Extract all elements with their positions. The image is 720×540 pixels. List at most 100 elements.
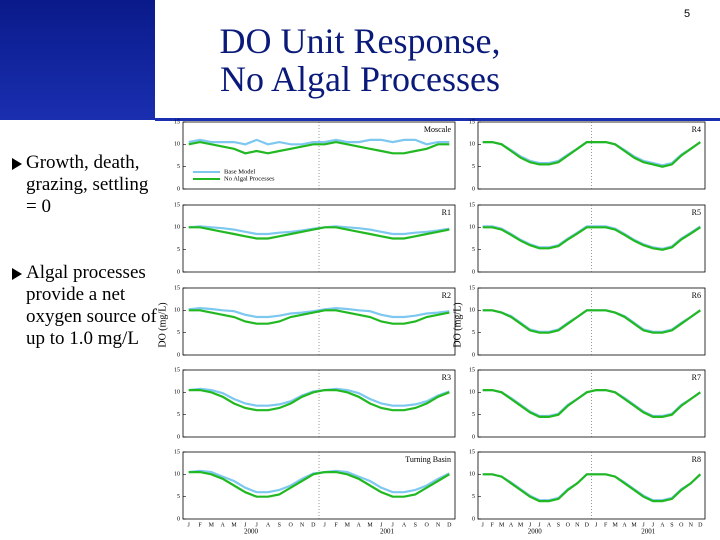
y-tick-label: 10 [174,225,180,231]
series-line [482,309,701,334]
year-label: 2000 [244,528,259,536]
month-label: J [482,522,485,528]
month-label: M [518,522,524,528]
y-axis-label: DO (mg/L) [452,302,463,347]
year-label: 2000 [528,528,543,536]
y-tick-label: 15 [469,367,475,373]
bullet: Algal processes provide a net oxygen sou… [10,262,161,350]
month-label: M [231,522,237,528]
month-label: A [266,522,271,528]
y-tick-label: 10 [469,390,475,396]
panel-title: R1 [442,208,451,217]
month-label: M [209,522,215,528]
month-label: J [380,522,383,528]
month-label: J [595,522,598,528]
year-label: 2001 [641,528,656,536]
y-tick-label: 5 [472,412,475,418]
y-tick-label: 10 [174,308,180,314]
panel-title: R2 [442,291,451,300]
y-tick-label: 5 [177,330,180,336]
month-label: J [538,522,541,528]
y-tick-label: 15 [174,119,180,125]
month-label: M [499,522,505,528]
y-tick-label: 5 [177,494,180,500]
legend-label: No Algal Processes [224,175,275,182]
y-tick-label: 5 [472,247,475,253]
y-tick-label: 5 [472,330,475,336]
month-label: F [334,522,338,528]
month-label: O [679,522,684,528]
series-line [188,138,450,146]
y-tick-label: 5 [177,412,180,418]
month-label: O [288,522,293,528]
month-label: J [187,522,190,528]
month-label: J [652,522,655,528]
month-label: J [642,522,645,528]
month-label: D [447,522,452,528]
series-line [188,389,450,412]
y-tick-label: 15 [174,367,180,373]
series-line [482,389,701,418]
y-tick-label: 10 [469,225,475,231]
y-tick-label: 10 [174,472,180,478]
y-tick-label: 0 [177,434,180,440]
series-line [188,306,450,319]
month-label: S [557,522,560,528]
y-tick-label: 5 [472,164,475,170]
series-line [482,473,702,503]
y-tick-label: 0 [472,352,475,358]
month-label: D [698,522,703,528]
month-label: N [436,522,441,528]
y-tick-label: 10 [174,390,180,396]
panel-title: R7 [692,373,701,382]
month-label: A [547,522,552,528]
month-label: J [323,522,326,528]
series-line [482,141,701,168]
panel-title: Turning Basin [405,455,451,464]
month-label: D [585,522,590,528]
slide-number: 5 [684,8,691,20]
month-label: D [311,522,316,528]
series-line [188,471,450,498]
y-tick-label: 10 [469,142,475,148]
y-tick-label: 15 [469,285,475,291]
header-band [0,0,155,120]
y-tick-label: 15 [174,202,180,208]
title-line: No Algal Processes [220,59,500,99]
y-tick-label: 5 [177,247,180,253]
y-axis-label: DO (mg/L) [157,302,168,347]
series-line [482,226,701,251]
series-line [188,309,450,325]
panel-title: Moscale [424,125,452,134]
series-line [188,140,450,155]
month-label: M [367,522,373,528]
month-label: A [402,522,407,528]
y-tick-label: 15 [469,119,475,125]
y-tick-label: 15 [174,449,180,455]
month-label: J [529,522,532,528]
y-tick-label: 10 [469,472,475,478]
y-tick-label: 0 [177,186,180,192]
panel-title: R6 [692,291,701,300]
month-label: O [424,522,429,528]
y-tick-label: 15 [469,449,475,455]
y-tick-label: 0 [472,434,475,440]
month-label: F [198,522,202,528]
header-rule [155,118,720,121]
legend-label: Base Model [224,168,255,175]
y-tick-label: 0 [472,516,475,522]
month-label: M [345,522,351,528]
y-tick-label: 10 [174,142,180,148]
panel-title: R3 [442,373,451,382]
month-label: N [300,522,305,528]
month-label: A [622,522,627,528]
month-label: J [255,522,258,528]
month-label: A [660,522,665,528]
month-label: O [566,522,571,528]
month-label: N [575,522,580,528]
y-tick-label: 5 [472,494,475,500]
month-label: F [491,522,495,528]
month-label: S [414,522,417,528]
